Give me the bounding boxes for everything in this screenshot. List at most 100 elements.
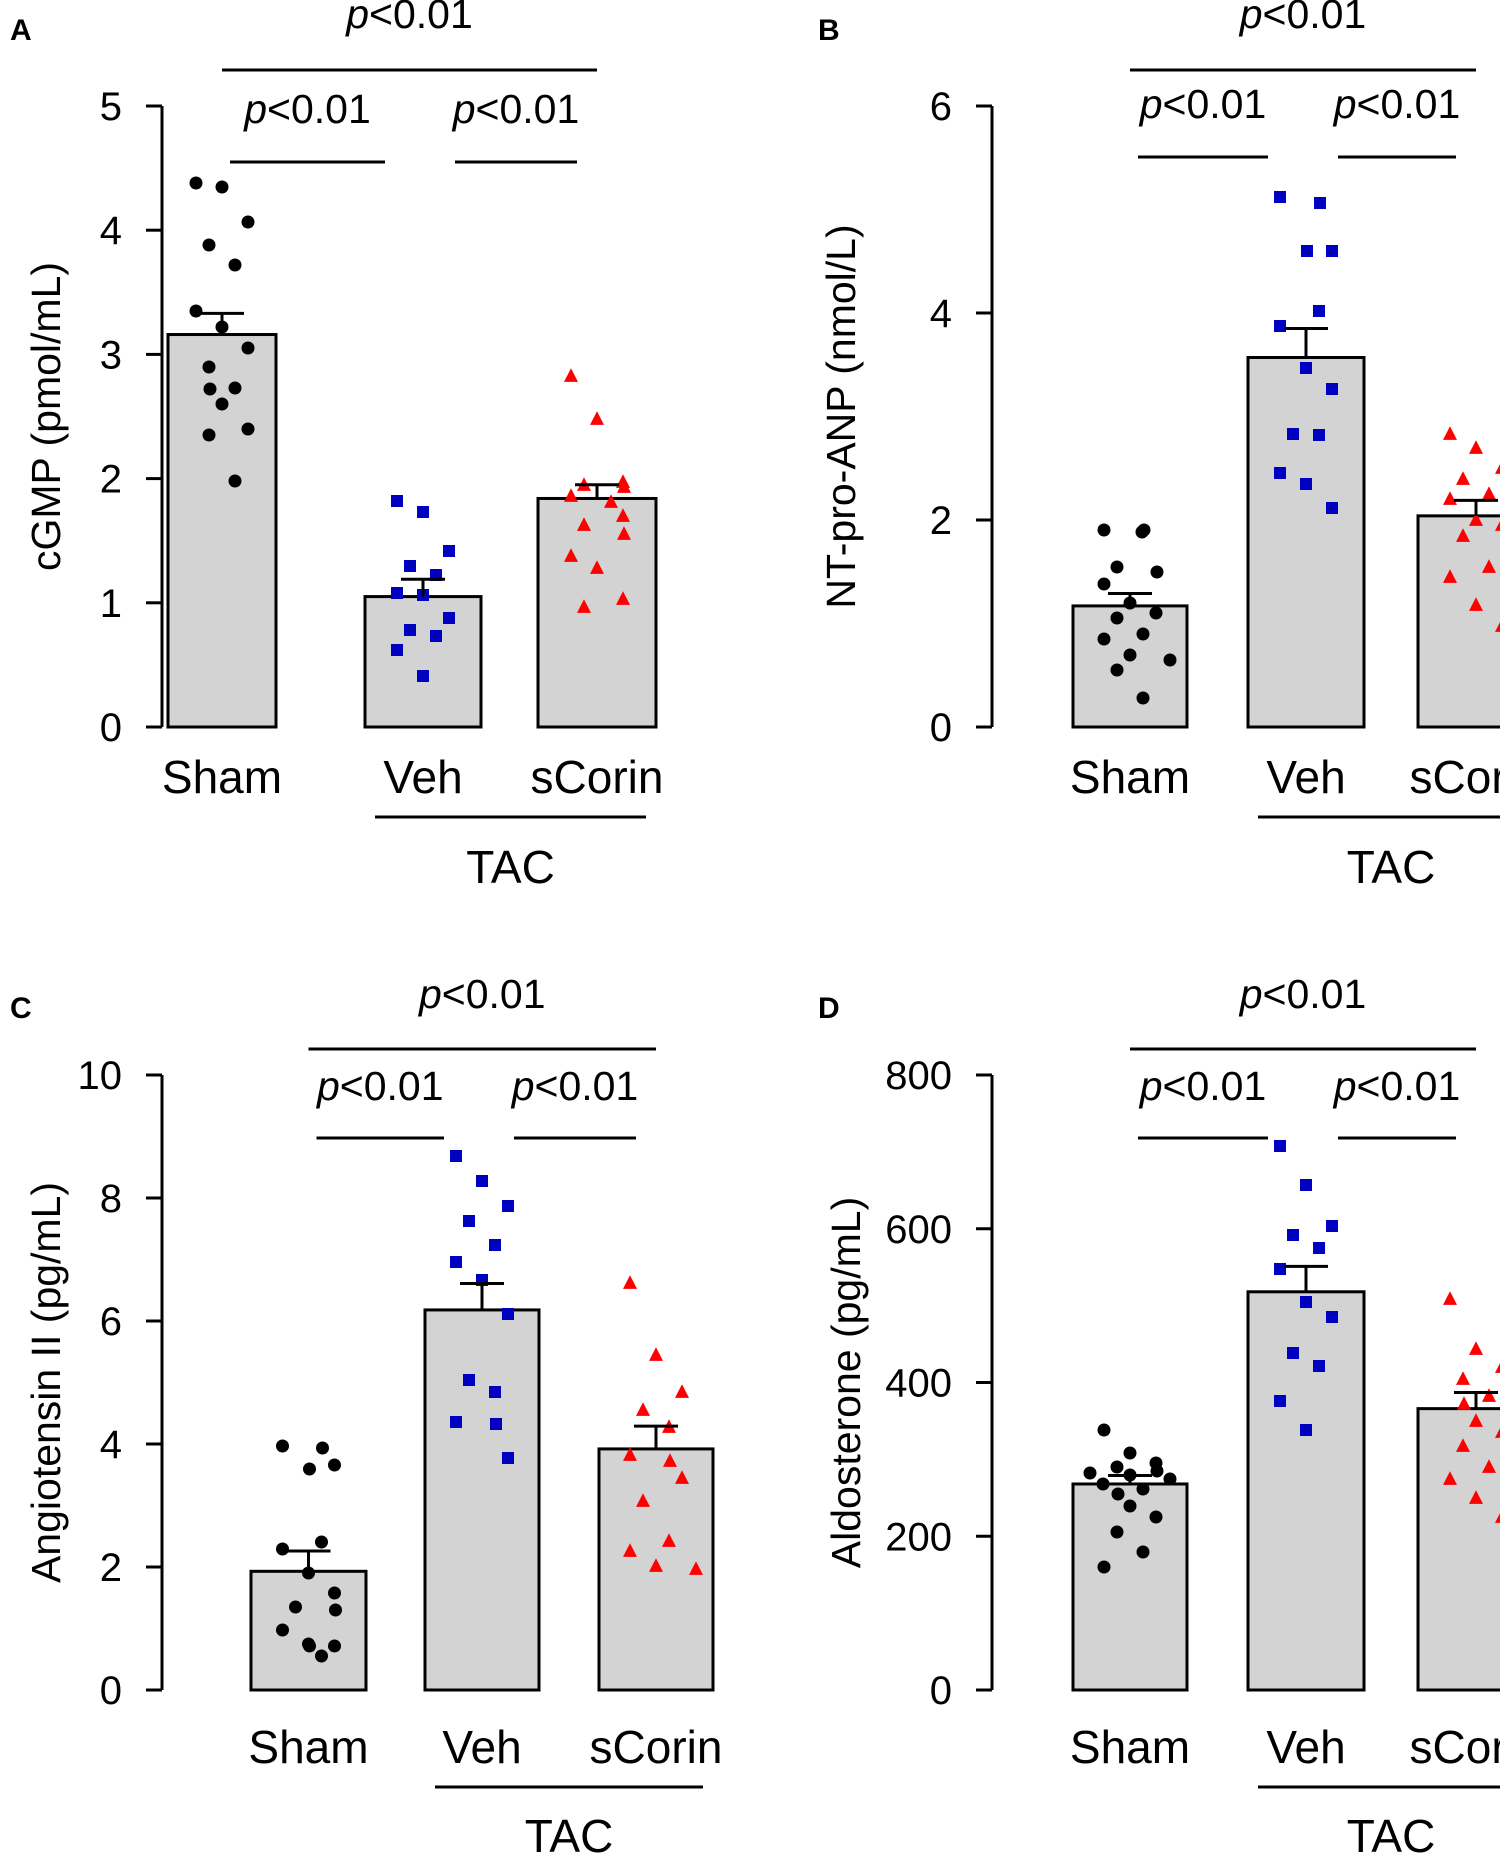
bar-veh bbox=[423, 1308, 541, 1692]
data-point-sham bbox=[228, 258, 242, 272]
data-point-veh bbox=[1326, 245, 1338, 257]
data-point-veh bbox=[417, 670, 429, 682]
x-category-label: sCorin bbox=[1410, 751, 1500, 803]
data-point-sham bbox=[1097, 577, 1111, 591]
data-point-scorin bbox=[1443, 426, 1457, 440]
data-point-veh bbox=[502, 1308, 514, 1320]
data-point-sham bbox=[215, 180, 229, 194]
data-point-veh bbox=[443, 545, 455, 557]
significance-label: p<0.01 bbox=[1332, 81, 1461, 127]
data-point-scorin bbox=[577, 517, 591, 531]
data-point-veh bbox=[502, 1200, 514, 1212]
data-point-veh bbox=[1274, 320, 1286, 332]
data-point-sham bbox=[241, 422, 255, 436]
data-point-sham bbox=[215, 397, 229, 411]
data-point-veh bbox=[1313, 305, 1325, 317]
data-point-veh bbox=[404, 624, 416, 636]
data-point-scorin bbox=[1469, 440, 1483, 454]
data-point-sham bbox=[241, 215, 255, 229]
data-point-scorin bbox=[1495, 1513, 1500, 1523]
data-point-veh bbox=[1313, 429, 1325, 441]
significance-label: p<0.01 bbox=[1138, 1063, 1267, 1109]
significance-label: p<0.01 bbox=[417, 971, 546, 1017]
data-point-veh bbox=[1300, 1424, 1312, 1436]
y-tick-label: 1 bbox=[100, 582, 122, 626]
data-point-scorin bbox=[1482, 1388, 1496, 1402]
bar-sham bbox=[1071, 604, 1189, 729]
data-point-sham bbox=[302, 1566, 315, 1580]
data-point-veh bbox=[1314, 197, 1326, 209]
data-point-scorin bbox=[616, 591, 630, 605]
data-point-scorin bbox=[1495, 521, 1500, 531]
data-point-sham bbox=[1097, 1423, 1111, 1437]
data-point-veh bbox=[489, 1386, 501, 1398]
data-point-sham bbox=[202, 428, 216, 442]
data-point-sham bbox=[316, 1441, 329, 1455]
data-point-veh bbox=[391, 495, 403, 507]
data-point-scorin bbox=[564, 548, 578, 562]
data-point-veh bbox=[1300, 1296, 1312, 1308]
data-point-sham bbox=[329, 1603, 342, 1617]
data-point-scorin bbox=[616, 508, 630, 522]
data-point-veh bbox=[450, 1416, 462, 1428]
significance-label: p<0.01 bbox=[1332, 1063, 1461, 1109]
data-point-scorin bbox=[663, 1453, 677, 1467]
data-point-sham bbox=[1163, 653, 1177, 667]
data-point-veh bbox=[463, 1215, 475, 1227]
data-point-veh bbox=[1313, 1360, 1325, 1372]
data-point-sham bbox=[1123, 648, 1137, 662]
y-tick-label: 10 bbox=[78, 1054, 123, 1098]
data-point-veh bbox=[1274, 1395, 1286, 1407]
data-point-veh bbox=[1301, 245, 1313, 257]
data-point-veh bbox=[1326, 383, 1338, 395]
panel-letter: A bbox=[10, 14, 32, 47]
data-point-veh bbox=[1326, 1220, 1338, 1232]
data-point-scorin bbox=[1456, 1371, 1470, 1385]
data-point-veh bbox=[1287, 1229, 1299, 1241]
data-point-sham bbox=[1097, 632, 1111, 646]
data-point-scorin bbox=[1469, 1413, 1483, 1427]
data-point-scorin bbox=[1443, 1471, 1457, 1485]
data-point-sham bbox=[1149, 1510, 1163, 1524]
data-point-scorin bbox=[1495, 464, 1500, 474]
data-point-veh bbox=[1274, 467, 1286, 479]
data-point-sham bbox=[1163, 1472, 1177, 1486]
data-point-veh bbox=[404, 560, 416, 572]
data-point-sham bbox=[1110, 560, 1124, 574]
data-point-veh bbox=[417, 506, 429, 518]
data-point-scorin bbox=[623, 1543, 637, 1557]
data-point-sham bbox=[228, 474, 242, 488]
y-tick-label: 0 bbox=[100, 1669, 122, 1713]
data-point-sham bbox=[228, 381, 242, 395]
significance-label: p<0.01 bbox=[510, 1063, 639, 1109]
y-axis-title: NT-pro-ANP (nmol/L) bbox=[818, 224, 864, 608]
data-point-sham bbox=[1136, 1545, 1150, 1559]
data-point-sham bbox=[1083, 1466, 1097, 1480]
x-category-label: Veh bbox=[442, 1721, 521, 1773]
bar-scorin bbox=[1416, 514, 1500, 729]
data-point-scorin bbox=[1456, 1438, 1470, 1452]
bar-scorin bbox=[536, 496, 658, 729]
data-point-sham bbox=[315, 1535, 328, 1549]
panel-letter: C bbox=[10, 992, 32, 1025]
data-point-scorin bbox=[623, 1275, 637, 1289]
data-point-scorin bbox=[636, 1493, 650, 1507]
bar-veh bbox=[1246, 356, 1366, 729]
y-tick-label: 0 bbox=[930, 1669, 952, 1713]
data-point-scorin bbox=[1495, 622, 1500, 632]
significance-label: p<0.01 bbox=[1238, 971, 1367, 1017]
bar-sham bbox=[249, 1569, 368, 1692]
y-tick-label: 4 bbox=[100, 209, 122, 253]
panel-c: C Angiotensin II (pg/mL) 0 2 4 6 8 10 Sham Veh sCo… bbox=[10, 971, 722, 1862]
tac-group-label: TAC bbox=[1347, 841, 1436, 893]
data-point-scorin bbox=[1443, 491, 1457, 505]
data-point-scorin bbox=[590, 560, 604, 574]
data-point-sham bbox=[189, 304, 203, 318]
y-tick-label: 2 bbox=[930, 499, 952, 543]
data-point-sham bbox=[1149, 606, 1163, 620]
y-axis-title: Aldosterone (pg/mL) bbox=[823, 1197, 869, 1568]
y-tick-label: 200 bbox=[885, 1515, 952, 1559]
y-tick-label: 4 bbox=[100, 1423, 122, 1467]
data-point-veh bbox=[502, 1452, 514, 1464]
